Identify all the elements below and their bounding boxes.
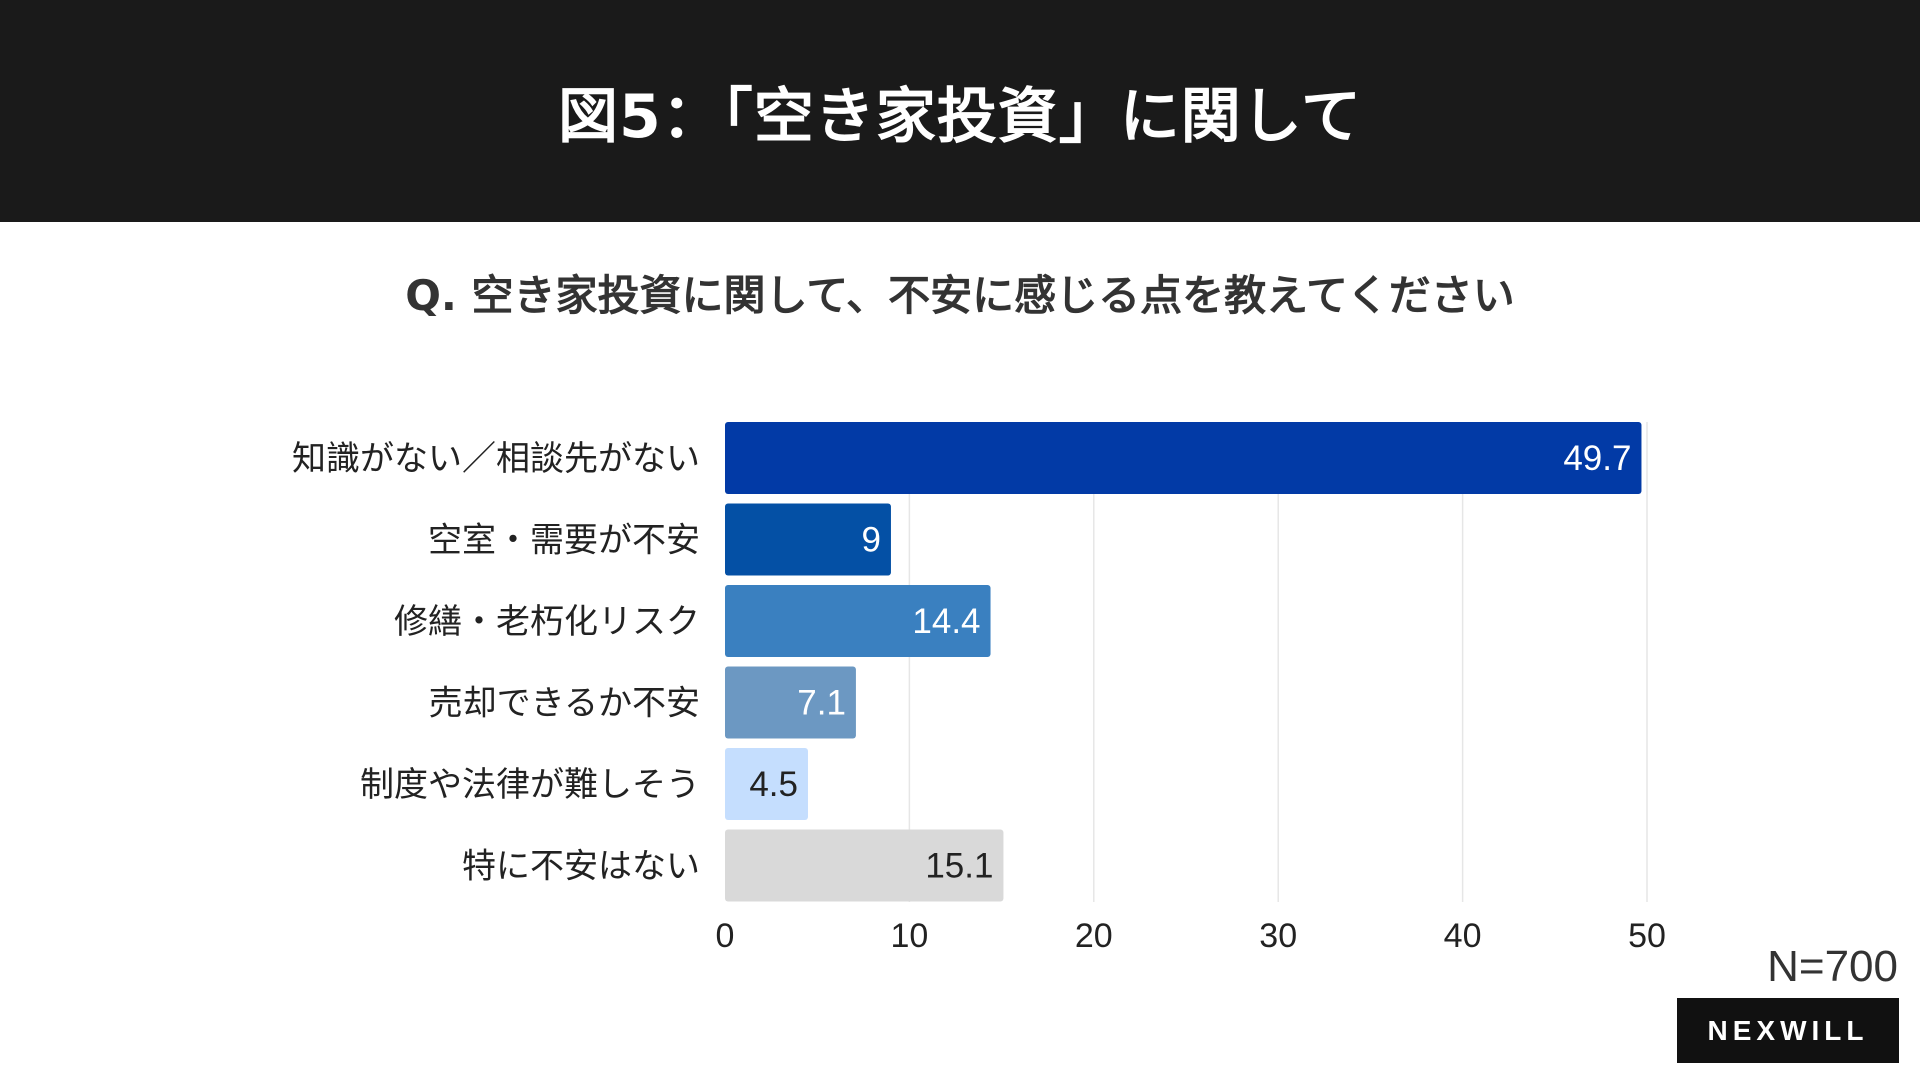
category-label: 売却できるか不安	[429, 684, 700, 724]
bar	[725, 829, 1004, 902]
value-label: 9	[861, 521, 880, 560]
sample-size: N=700	[1767, 942, 1898, 991]
category-label: 空室・需要が不安	[428, 521, 700, 561]
bar	[725, 503, 891, 576]
bar	[725, 422, 1642, 494]
x-tick-label: 50	[1628, 917, 1666, 955]
x-tick-label: 30	[1259, 917, 1297, 955]
value-label: 14.4	[912, 602, 980, 641]
category-label: 修繕・老朽化リスク	[394, 602, 700, 642]
x-tick-label: 20	[1075, 917, 1113, 955]
value-label: 4.5	[749, 765, 798, 804]
x-tick-label: 0	[716, 917, 735, 955]
bar	[725, 748, 808, 820]
category-label: 知識がない／相談先がない	[292, 439, 700, 479]
category-label: 特に不安はない	[462, 847, 700, 887]
value-label: 15.1	[925, 847, 993, 886]
nexwill-logo: NEXWILL	[1677, 998, 1899, 1063]
header-bar: 図5：「空き家投資」に関して	[0, 0, 1920, 222]
figure-title: 図5：「空き家投資」に関して	[558, 81, 1362, 152]
value-label: 49.7	[1563, 439, 1631, 478]
value-label: 7.1	[797, 684, 846, 723]
bar	[725, 585, 991, 657]
x-tick-label: 10	[890, 917, 928, 955]
x-tick-label: 40	[1444, 917, 1482, 955]
bar	[725, 666, 856, 739]
category-label: 制度や法律が難しそう	[360, 765, 700, 805]
question-text: Q. 空き家投資に関して、不安に感じる点を教えてください	[405, 271, 1515, 320]
